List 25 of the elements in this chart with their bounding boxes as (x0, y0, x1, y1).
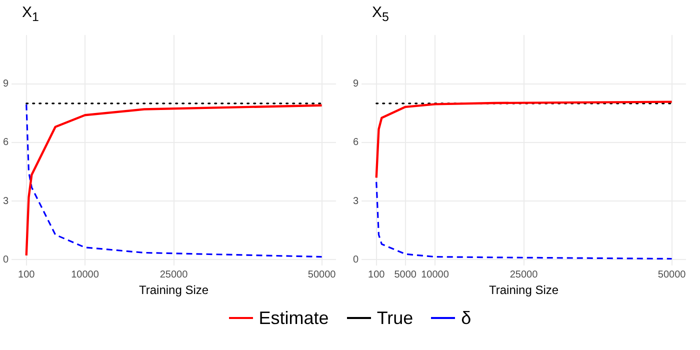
legend-label: δ (461, 308, 472, 328)
legend-label: True (376, 308, 414, 328)
x-tick-label: 100 (18, 269, 36, 280)
legend-label: Estimate (258, 308, 329, 328)
chart-title: X$_{5}$ (371, 3, 390, 26)
y-tick-label: 3 (3, 196, 9, 207)
y-tick-label: 3 (353, 196, 359, 207)
x-tick-label: 50000 (308, 269, 336, 280)
x-tick-label: 10000 (421, 269, 450, 280)
x-axis-title: Training Size (488, 283, 559, 298)
x-tick-label: 10000 (71, 269, 100, 280)
x-tick-label: 50000 (658, 269, 686, 280)
y-tick-label: 6 (3, 137, 9, 148)
x-tick-label: 5000 (394, 269, 417, 280)
y-tick-label: 0 (353, 254, 359, 266)
y-tick-label: 0 (3, 254, 9, 266)
x-tick-label: 100 (368, 269, 386, 280)
chart-title: X$_{1}$ (21, 3, 40, 26)
x-tick-label: 25000 (160, 269, 188, 280)
y-tick-label: 9 (353, 78, 359, 90)
line-series (376, 181, 673, 260)
x-tick-label: 25000 (510, 269, 538, 280)
y-tick-label: 6 (353, 137, 359, 148)
x-axis-title: Training Size (138, 283, 209, 298)
y-tick-label: 9 (3, 78, 9, 90)
